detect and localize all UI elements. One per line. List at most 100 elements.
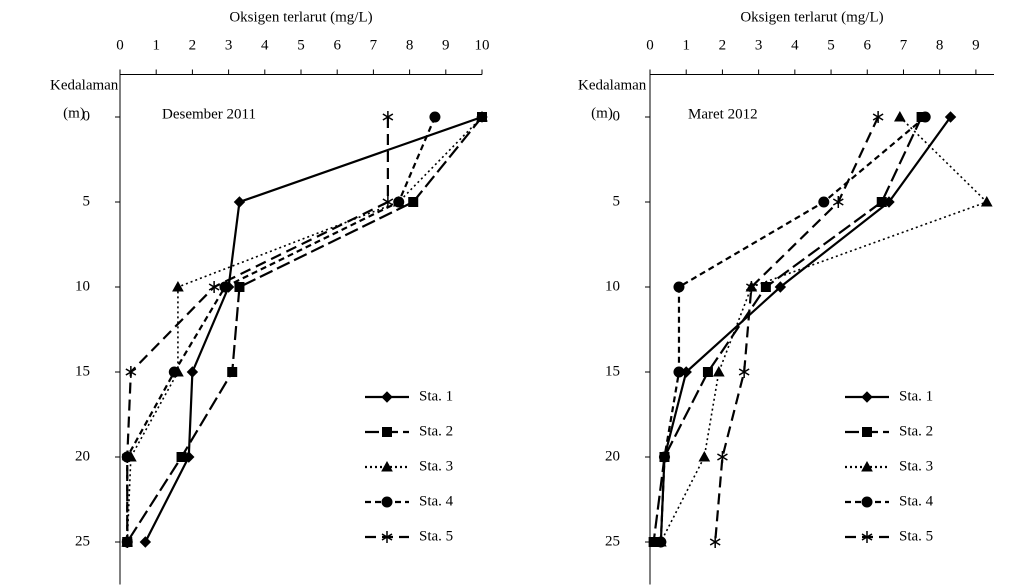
marker-square — [702, 367, 713, 377]
panel-title: Desember 2011 — [162, 106, 256, 122]
marker-asterisk — [738, 366, 750, 378]
marker-asterisk — [872, 111, 884, 123]
series-line — [659, 116, 926, 543]
marker-diamond — [381, 391, 393, 403]
y-axis-label: (m) — [591, 105, 613, 121]
marker-square — [760, 282, 771, 292]
marker-square — [176, 452, 187, 462]
legend-label: Sta. 3 — [899, 458, 933, 474]
marker-triangle — [894, 110, 906, 122]
x-tick-label: 8 — [936, 37, 944, 53]
legend-label: Sta. 2 — [419, 423, 453, 439]
y-tick-label: 0 — [83, 108, 91, 124]
x-tick-label: 7 — [900, 37, 908, 53]
marker-circle — [393, 196, 405, 208]
series-line — [126, 117, 389, 542]
y-tick-label: 5 — [83, 193, 91, 209]
marker-triangle — [698, 450, 711, 462]
asterisk-stroke — [861, 533, 873, 541]
x-tick-label: 4 — [791, 37, 799, 53]
marker-diamond — [944, 111, 957, 123]
x-tick-label: 6 — [864, 37, 872, 53]
x-tick-label: 9 — [442, 37, 450, 53]
legend-label: Sta. 5 — [419, 528, 453, 544]
y-tick-label: 10 — [75, 278, 90, 294]
marker-asterisk — [208, 281, 220, 293]
x-tick-label: 4 — [261, 37, 269, 53]
x-tick-label: 10 — [475, 37, 490, 53]
asterisk-stroke — [121, 453, 133, 461]
marker-square — [234, 282, 245, 292]
marker-square — [227, 367, 238, 377]
marker-circle — [673, 366, 685, 378]
marker-circle — [381, 496, 393, 508]
marker-square — [862, 427, 872, 437]
legend-label: Sta. 4 — [419, 493, 454, 509]
marker-triangle — [861, 460, 873, 472]
y-tick-label: 15 — [75, 363, 90, 379]
series-line — [714, 116, 880, 543]
series-line — [659, 116, 952, 543]
series-line — [144, 115, 483, 543]
asterisk-stroke — [382, 113, 394, 121]
x-tick-label: 7 — [370, 37, 378, 53]
marker-square — [876, 197, 887, 207]
marker-asterisk — [717, 451, 728, 463]
marker-asterisk — [709, 536, 721, 548]
marker-asterisk — [121, 451, 133, 463]
marker-asterisk — [121, 536, 133, 548]
marker-diamond — [861, 391, 873, 403]
marker-circle — [818, 196, 830, 208]
series-line — [126, 116, 436, 542]
marker-triangle — [381, 460, 393, 472]
panel-title: Maret 2012 — [688, 106, 758, 122]
x-axis-label: Oksigen terlarut (mg/L) — [740, 9, 883, 25]
series-line — [126, 116, 483, 543]
marker-asterisk — [382, 111, 394, 123]
x-tick-label: 0 — [116, 37, 124, 53]
asterisk-stroke — [121, 538, 133, 546]
legend-label: Sta. 3 — [419, 458, 453, 474]
marker-asterisk — [381, 531, 393, 543]
series-line — [660, 116, 989, 543]
marker-circle — [429, 111, 441, 123]
marker-asterisk — [125, 366, 137, 378]
marker-diamond — [186, 366, 199, 378]
asterisk-stroke — [717, 453, 728, 461]
asterisk-stroke — [382, 198, 394, 206]
marker-diamond — [233, 196, 246, 208]
x-tick-label: 2 — [189, 37, 197, 53]
y-tick-label: 0 — [613, 108, 621, 124]
marker-asterisk — [382, 196, 394, 208]
marker-asterisk — [861, 531, 873, 543]
y-tick-label: 10 — [605, 278, 620, 294]
legend-label: Sta. 2 — [899, 423, 933, 439]
y-tick-label: 25 — [75, 533, 90, 549]
marker-circle — [673, 281, 685, 293]
marker-triangle — [712, 365, 725, 377]
legend-label: Sta. 5 — [899, 528, 933, 544]
asterisk-stroke — [381, 533, 393, 541]
marker-circle — [919, 111, 931, 123]
y-tick-label: 25 — [605, 533, 620, 549]
asterisk-stroke — [125, 368, 137, 376]
marker-circle — [658, 451, 670, 463]
marker-square — [408, 197, 419, 207]
y-axis-label: Kedalaman — [578, 77, 647, 93]
y-axis-label: (m) — [63, 105, 85, 121]
x-tick-label: 3 — [225, 37, 233, 53]
asterisk-stroke — [832, 198, 844, 206]
marker-triangle — [980, 195, 993, 207]
asterisk-stroke — [746, 283, 757, 291]
asterisk-stroke — [709, 538, 721, 546]
x-tick-label: 9 — [972, 37, 980, 53]
marker-diamond — [774, 281, 787, 293]
y-axis-label: Kedalaman — [50, 77, 119, 93]
series-line — [652, 116, 923, 543]
marker-circle — [219, 281, 231, 293]
y-tick-label: 20 — [75, 448, 90, 464]
marker-circle — [655, 536, 667, 548]
x-tick-label: 1 — [152, 37, 160, 53]
x-tick-label: 8 — [406, 37, 414, 53]
